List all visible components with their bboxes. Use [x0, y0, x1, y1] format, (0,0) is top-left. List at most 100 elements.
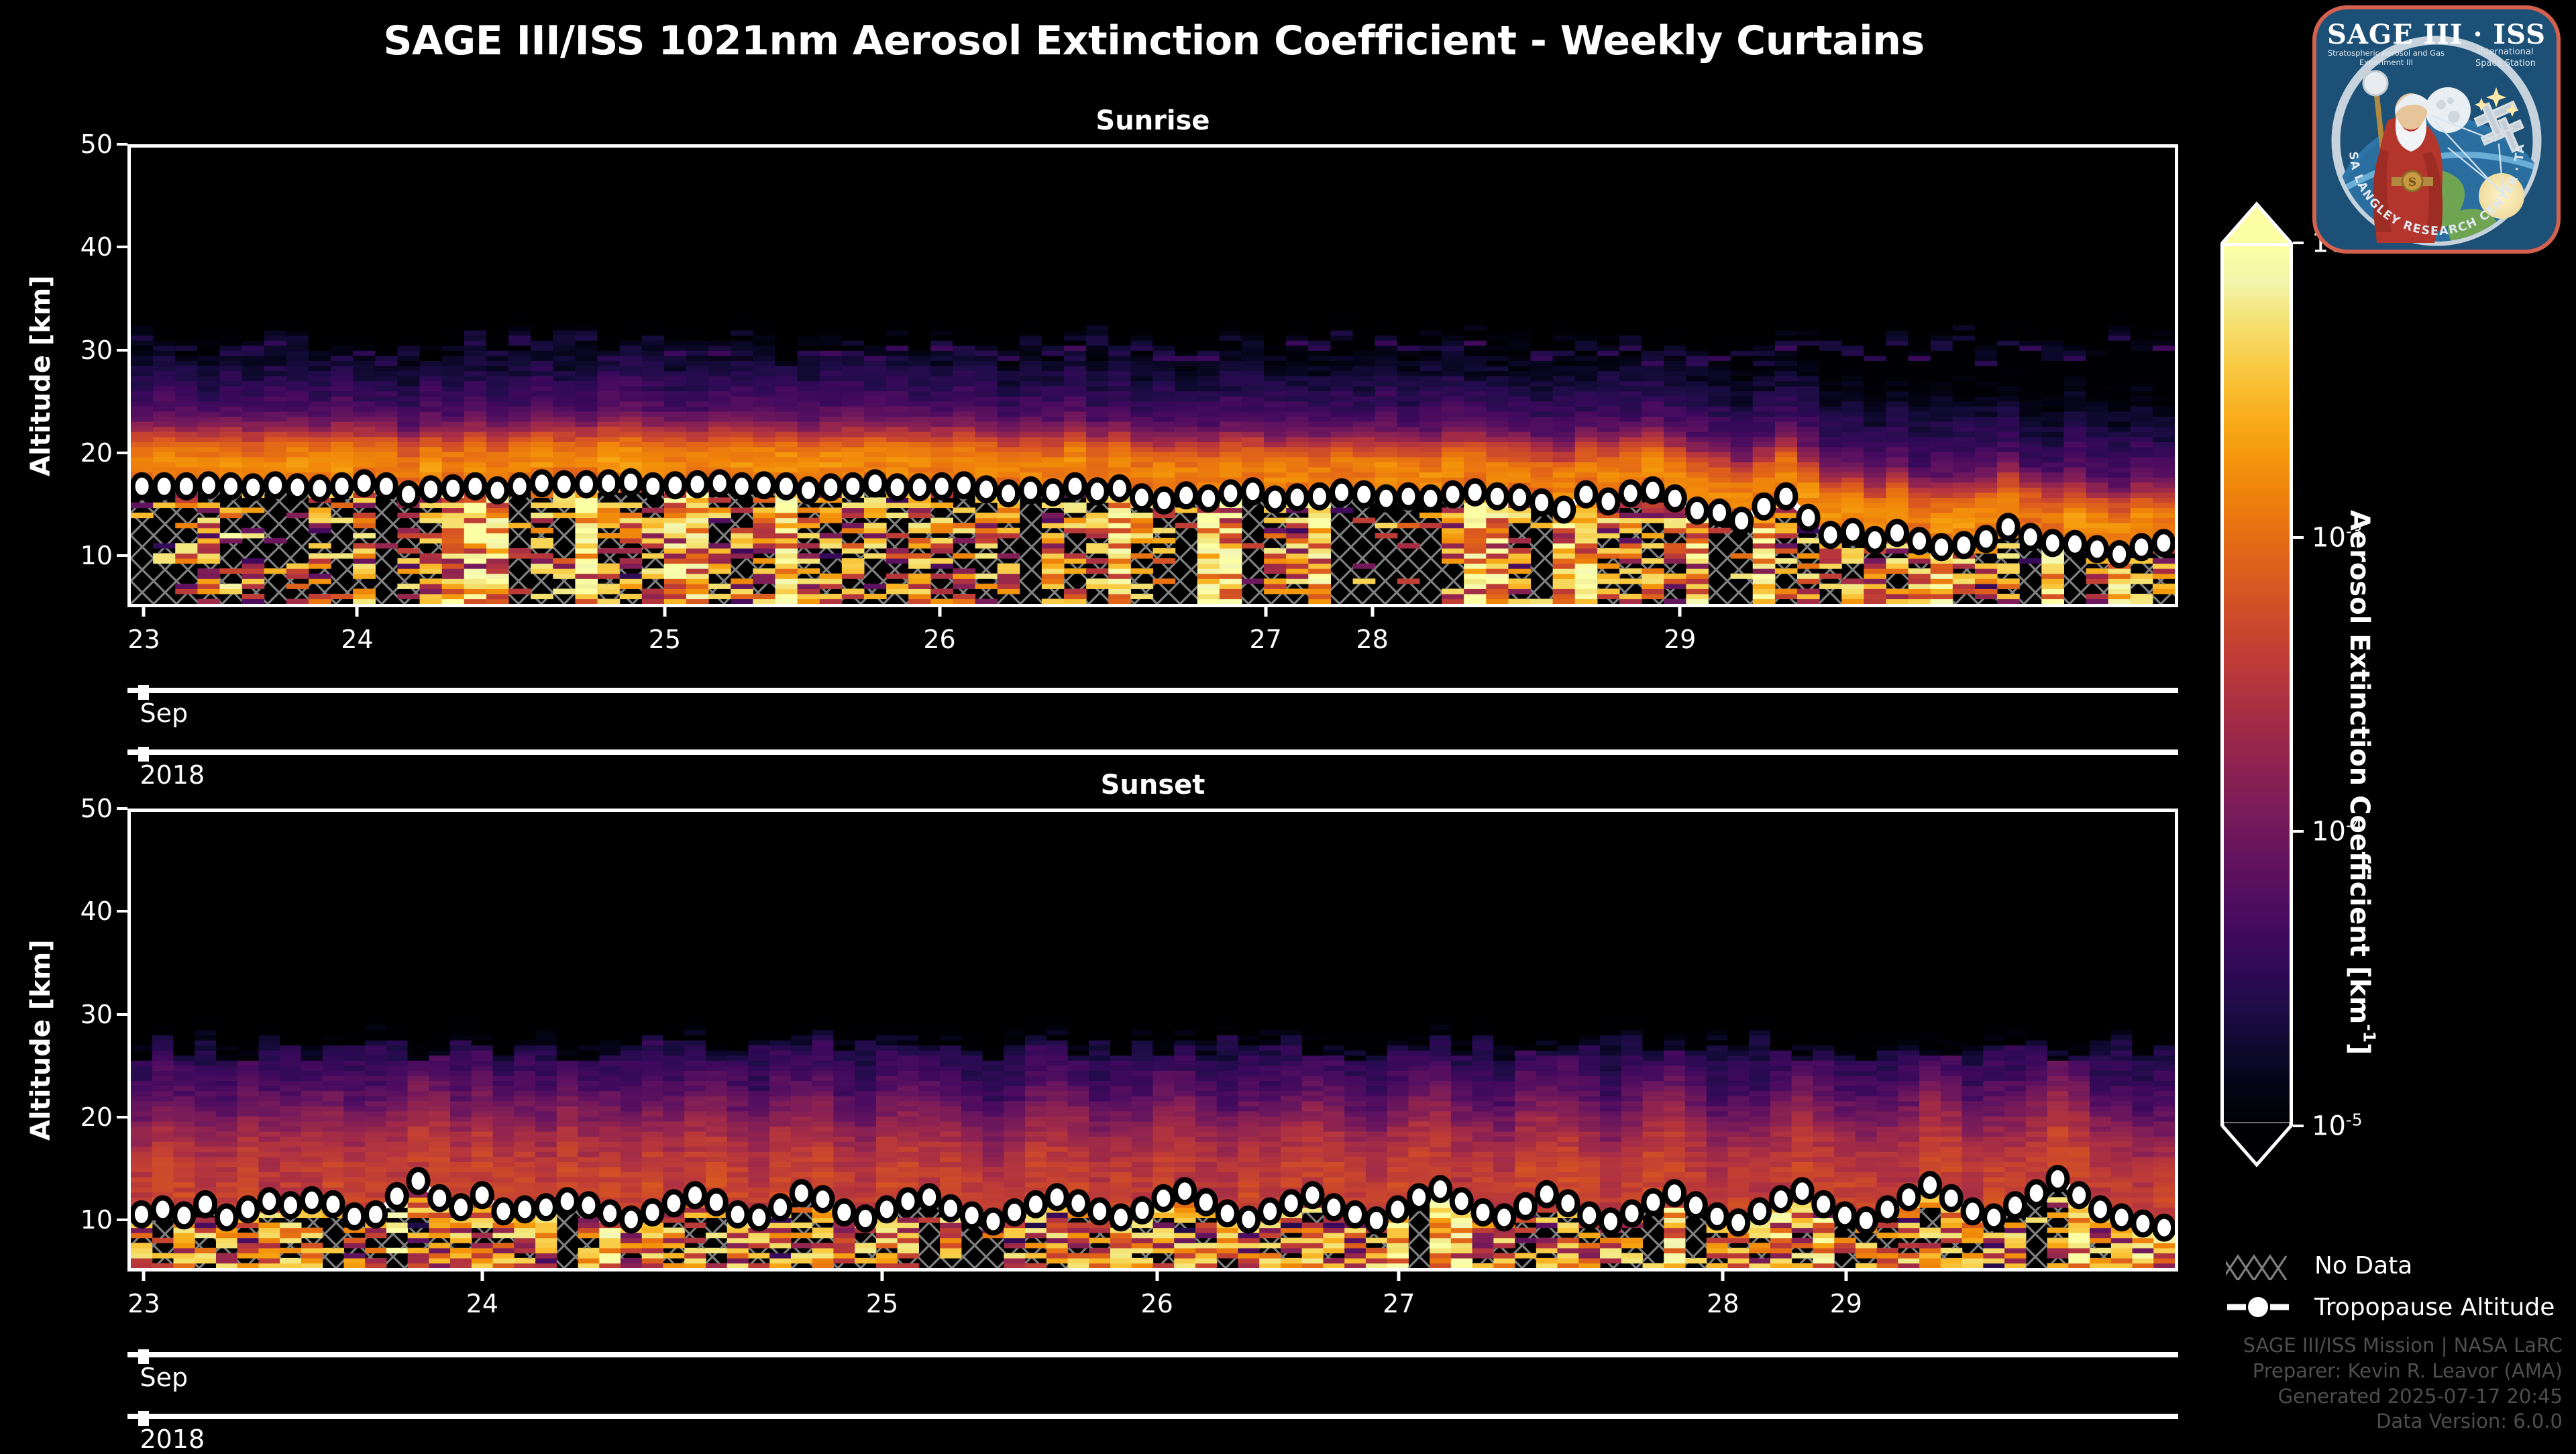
- cell: [708, 340, 731, 346]
- cell-empty: [441, 188, 465, 194]
- cell-empty: [1019, 172, 1042, 178]
- cell: [553, 568, 576, 574]
- cell: [486, 467, 509, 473]
- cell: [331, 401, 354, 407]
- cell-empty: [686, 193, 709, 199]
- cell: [997, 533, 1020, 539]
- cell-empty: [663, 228, 687, 235]
- cell-no-data: [531, 533, 553, 539]
- cell: [1197, 456, 1220, 463]
- cell-empty: [1108, 279, 1131, 285]
- cell-empty: [908, 315, 931, 321]
- cell-empty: [308, 269, 331, 275]
- cell: [375, 452, 398, 458]
- cell: [1264, 386, 1287, 392]
- cell-no-data: [1019, 558, 1042, 564]
- cell: [175, 421, 198, 427]
- cell-empty: [841, 309, 865, 315]
- cell: [819, 436, 843, 442]
- cell: [353, 599, 376, 604]
- cell-empty: [553, 198, 576, 204]
- cell: [1130, 345, 1154, 351]
- cell: [1219, 517, 1242, 523]
- cell: [975, 386, 998, 392]
- cell: [353, 391, 376, 397]
- cell: [775, 578, 798, 584]
- cell: [663, 335, 687, 341]
- cell-empty: [975, 198, 998, 204]
- cell: [1241, 431, 1265, 437]
- cell-empty: [531, 178, 553, 184]
- cell: [575, 517, 598, 523]
- cell-empty: [686, 168, 709, 174]
- cell-empty: [175, 178, 198, 184]
- cell: [1286, 426, 1309, 432]
- cell-empty: [241, 172, 265, 178]
- cell-empty: [1197, 228, 1220, 235]
- cell-empty: [1130, 309, 1154, 315]
- cell: [1352, 446, 1376, 452]
- cell: [863, 360, 887, 366]
- cell-empty: [819, 244, 843, 250]
- cell-empty: [308, 305, 331, 311]
- cell-empty: [819, 309, 843, 315]
- cell-empty: [641, 254, 665, 260]
- cell-empty: [353, 274, 376, 280]
- cell-no-data: [886, 517, 909, 523]
- cell-empty: [686, 183, 709, 189]
- cell-empty: [1197, 198, 1220, 204]
- cell: [1041, 537, 1065, 543]
- cell: [1064, 406, 1087, 412]
- cell: [1352, 431, 1376, 437]
- cell: [1175, 380, 1198, 386]
- cell: [797, 355, 820, 361]
- cell-empty: [1041, 188, 1065, 194]
- cell: [1219, 416, 1242, 422]
- cell-empty: [508, 249, 531, 255]
- cell: [1308, 599, 1332, 604]
- cell-empty: [197, 148, 221, 154]
- cell-empty: [486, 193, 509, 199]
- cell: [1108, 376, 1131, 382]
- cell-empty: [308, 162, 331, 168]
- cell: [197, 588, 221, 594]
- cell-no-data: [264, 588, 287, 594]
- cell: [1130, 411, 1154, 417]
- cell-empty: [264, 198, 287, 204]
- cell-empty: [197, 198, 221, 204]
- cell-empty: [841, 233, 865, 240]
- cell-empty: [753, 299, 776, 305]
- cell-empty: [131, 198, 154, 204]
- cell: [1064, 360, 1087, 366]
- cell-empty: [486, 158, 509, 164]
- cell-empty: [641, 233, 665, 240]
- cell: [863, 533, 887, 539]
- cell: [1241, 401, 1265, 407]
- cell-empty: [1175, 345, 1198, 351]
- cell: [908, 467, 931, 473]
- cell: [508, 380, 531, 386]
- cell: [464, 396, 487, 402]
- cell-empty: [841, 249, 865, 255]
- cell: [997, 416, 1020, 422]
- cell-empty: [641, 223, 665, 229]
- cell-empty: [219, 162, 243, 168]
- cell-empty: [1175, 208, 1198, 214]
- cell: [1019, 452, 1042, 458]
- cell-no-data: [1286, 599, 1309, 604]
- cell-empty: [131, 193, 154, 199]
- cell: [197, 330, 221, 336]
- cell: [975, 426, 998, 432]
- cell-empty: [1152, 188, 1176, 194]
- cell: [708, 583, 731, 589]
- cell-empty: [708, 325, 731, 331]
- cell-empty: [1175, 172, 1198, 178]
- cell: [708, 335, 731, 341]
- cell-empty: [441, 233, 465, 240]
- cell-empty: [531, 233, 553, 240]
- cell-empty: [308, 239, 331, 245]
- cell-empty: [575, 193, 598, 199]
- cell-no-data: [731, 573, 753, 579]
- cell-empty: [641, 249, 665, 255]
- cell: [1086, 360, 1109, 366]
